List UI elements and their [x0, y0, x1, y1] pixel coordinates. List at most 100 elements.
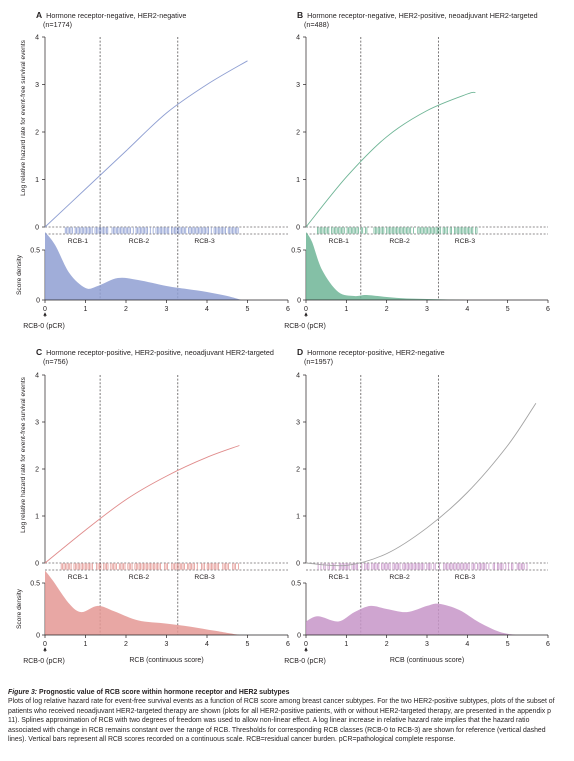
panel-n: (n=1957) [304, 357, 333, 366]
panel-c: C Hormone receptor-positive, HER2-positiv… [16, 347, 290, 665]
panel-title: C Hormone receptor-positive, HER2-positiv… [36, 347, 274, 357]
x-tick-label: 6 [286, 306, 290, 313]
panel-b: B Hormone receptor-negative, HER2-positiv… [284, 10, 550, 330]
class-label-3: RCB-3 [455, 574, 476, 581]
class-label-2: RCB-2 [389, 574, 410, 581]
class-label-3: RCB-3 [455, 238, 476, 245]
x-tick-label: 3 [425, 641, 429, 648]
x-tick-label: 6 [546, 306, 550, 313]
hazard-y-tick-label: 3 [35, 82, 39, 89]
hazard-curve [305, 91, 476, 228]
rcb0-label: RCB-0 (pCR) [284, 658, 326, 665]
x-tick-label: 2 [124, 641, 128, 648]
hazard-y-tick-label: 2 [35, 467, 39, 474]
x-tick-label: 4 [465, 306, 469, 313]
x-tick-label: 4 [205, 641, 209, 648]
panel-letter: C [36, 347, 42, 357]
hazard-y-tick-label: 4 [296, 35, 300, 42]
x-tick-label: 3 [165, 641, 169, 648]
hazard-curve [44, 60, 248, 228]
panel-title: B Hormone receptor-negative, HER2-positiv… [297, 10, 538, 20]
x-tick-label: 6 [286, 641, 290, 648]
x-tick-label: 1 [344, 641, 348, 648]
hazard-y-tick-label: 0 [296, 561, 300, 568]
class-label-2: RCB-2 [129, 238, 150, 245]
panel-d: D Hormone receptor-positive, HER2-negativ… [284, 347, 550, 665]
rug-bars [317, 227, 478, 234]
x-tick-label: 1 [344, 306, 348, 313]
density-y-tick-label: 0 [36, 298, 40, 305]
panel-title-text: Hormone receptor-negative, HER2-positive… [307, 11, 538, 20]
rcb0-label: RCB-0 (pCR) [284, 323, 326, 330]
class-label-1: RCB-1 [329, 238, 350, 245]
x-tick-label: 5 [506, 641, 510, 648]
x-tick-label: 4 [205, 306, 209, 313]
density-y-label: Score density [16, 254, 23, 295]
class-label-2: RCB-2 [389, 238, 410, 245]
x-tick-label: 6 [546, 641, 550, 648]
hazard-y-tick-label: 2 [296, 130, 300, 137]
density-y-tick-label: 0 [297, 298, 301, 305]
density-y-tick-label: 0.5 [30, 248, 40, 255]
hazard-y-tick-label: 1 [296, 177, 300, 184]
density-y-label: Score density [16, 588, 23, 629]
x-tick-label: 5 [506, 306, 510, 313]
hazard-y-label: Log relative hazard rate for event-free … [20, 376, 27, 532]
x-tick-label: 0 [304, 641, 308, 648]
hazard-y-tick-label: 1 [35, 177, 39, 184]
x-tick-label: 1 [84, 306, 88, 313]
hazard-y-tick-label: 3 [35, 420, 39, 427]
density-area [45, 570, 240, 635]
density-y-tick-label: 0.5 [291, 248, 301, 255]
hazard-y-tick-label: 0 [35, 225, 39, 232]
density-area [45, 232, 242, 300]
hazard-y-tick-label: 3 [296, 82, 300, 89]
hazard-curve [305, 402, 537, 567]
rcb0-label: RCB-0 (pCR) [23, 658, 65, 665]
class-label-3: RCB-3 [194, 238, 215, 245]
class-label-1: RCB-1 [68, 238, 89, 245]
caption-subtitle: Prognostic value of RCB score within hor… [39, 689, 290, 696]
x-tick-label: 5 [246, 306, 250, 313]
caption-title: Figure 3: [8, 689, 38, 696]
x-tick-label: 0 [304, 306, 308, 313]
panel-title: D Hormone receptor-positive, HER2-negativ… [297, 347, 445, 357]
hazard-y-tick-label: 3 [296, 420, 300, 427]
x-tick-label: 3 [425, 306, 429, 313]
density-area [306, 232, 468, 300]
density-y-tick-label: 0 [297, 633, 301, 640]
x-tick-label: 4 [465, 641, 469, 648]
hazard-y-tick-label: 0 [35, 561, 39, 568]
panel-n: (n=488) [304, 20, 329, 29]
density-area [306, 603, 516, 635]
density-y-tick-label: 0.5 [30, 581, 40, 588]
x-tick-label: 5 [246, 641, 250, 648]
panel-title-text: Hormone receptor-negative, HER2-negative [46, 11, 186, 20]
panel-n: (n=756) [43, 357, 68, 366]
hazard-y-tick-label: 4 [35, 35, 39, 42]
x-tick-label: 2 [385, 641, 389, 648]
density-y-tick-label: 0.5 [291, 581, 301, 588]
x-tick-label: 2 [385, 306, 389, 313]
x-tick-label: 2 [124, 306, 128, 313]
panel-n: (n=1774) [43, 20, 72, 29]
x-tick-label: 3 [165, 306, 169, 313]
class-label-3: RCB-3 [194, 574, 215, 581]
x-tick-label: 0 [43, 641, 47, 648]
hazard-y-tick-label: 4 [296, 373, 300, 380]
panel-title: A Hormone receptor-negative, HER2-negativ… [36, 10, 186, 20]
x-tick-label: 0 [43, 306, 47, 313]
hazard-y-tick-label: 1 [35, 514, 39, 521]
panel-letter: D [297, 347, 303, 357]
hazard-y-label: Log relative hazard rate for event-free … [20, 39, 27, 195]
hazard-y-tick-label: 2 [296, 467, 300, 474]
figure-caption: Figure 3: Prognostic value of RCB score … [8, 688, 564, 744]
hazard-curve [44, 445, 240, 564]
hazard-y-tick-label: 2 [35, 130, 39, 137]
figure-panels: A Hormone receptor-negative, HER2-negativ… [16, 10, 550, 665]
class-label-1: RCB-1 [329, 574, 350, 581]
density-y-tick-label: 0 [36, 633, 40, 640]
class-label-1: RCB-1 [68, 574, 89, 581]
rug-bars [60, 563, 239, 570]
rug-bars [317, 563, 528, 570]
